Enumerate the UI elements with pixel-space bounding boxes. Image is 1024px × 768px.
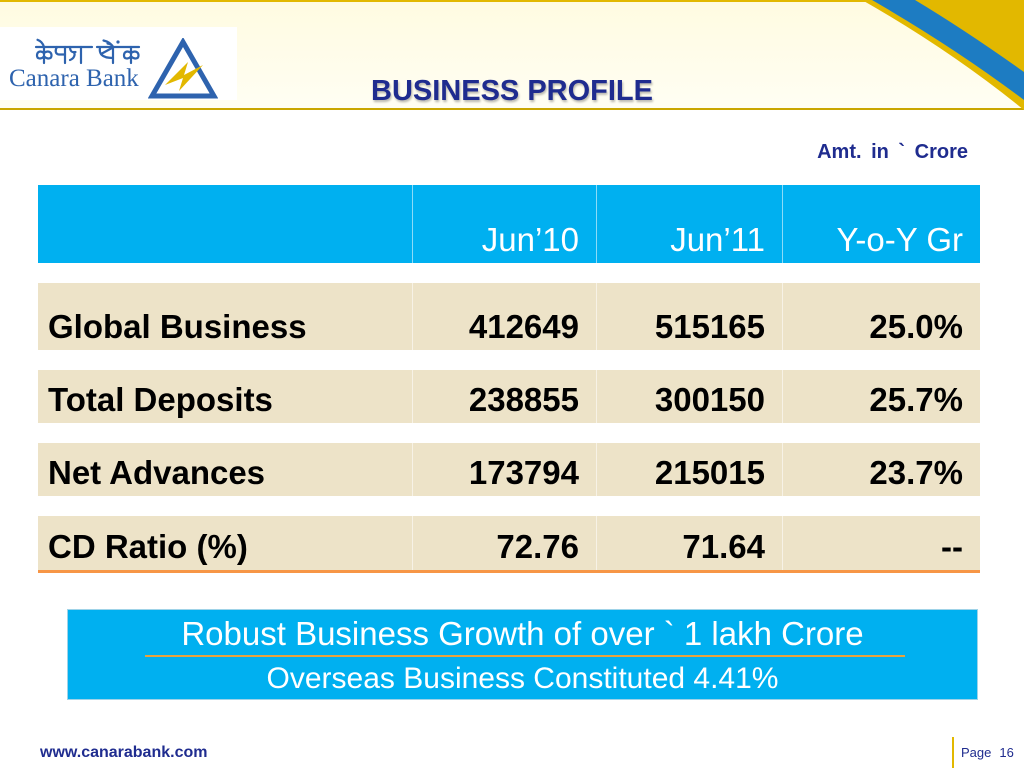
amount-unit-note: Amt. in ` Crore [817,141,968,163]
cell-value: -- [941,528,963,565]
row-label: Net Advances [48,454,266,491]
cell-value: 238855 [468,381,579,418]
value-cell-jun11: 300150 [596,370,782,423]
cell-value: 72.76 [496,528,579,565]
column-header: Jun’11 [670,221,765,258]
cell-value: 412649 [468,308,579,345]
row-label: Global Business [48,308,307,345]
value-cell-jun11: 71.64 [596,516,782,570]
cell-value: 23.7% [869,454,963,491]
canara-bank-logo-icon [148,38,218,99]
header-cell-yoy-growth: Y-o-Y Gr [782,185,980,263]
value-cell-jun10: 173794 [412,443,596,496]
cell-value: 173794 [468,454,579,491]
footer-website-link[interactable]: www.canarabank.com [40,744,208,761]
logo-hindi-wordmark [34,38,141,65]
value-cell-jun10: 238855 [412,370,596,423]
value-cell-jun11: 215015 [596,443,782,496]
table-row-global-business: Global Business 412649 515165 25.0% [38,283,980,350]
highlight-subline: Overseas Business Constituted 4.41% [266,662,779,695]
highlight-headline: Robust Business Growth of over ` 1 lakh … [181,615,864,652]
logo-english-wordmark: Canara Bank [9,65,139,92]
page-number: 16 [999,745,1014,760]
highlight-box: Robust Business Growth of over ` 1 lakh … [67,609,978,700]
table-row-total-deposits: Total Deposits 238855 300150 25.7% [38,370,980,423]
header-cell-empty [38,185,412,263]
cell-value: 515165 [654,308,765,345]
value-cell-jun10: 72.76 [412,516,596,570]
page-title: BUSINESS PROFILE [371,75,653,107]
row-label-cell: Net Advances [38,443,412,496]
page-indicator: Page 16 [961,745,1014,761]
table-row-net-advances: Net Advances 173794 215015 23.7% [38,443,980,496]
table-header-row: Jun’10 Jun’11 Y-o-Y Gr [38,185,980,263]
cell-value: 71.64 [682,528,765,565]
row-label-cell: CD Ratio (%) [38,516,412,570]
cell-value: 25.7% [869,381,963,418]
value-cell-jun10: 412649 [412,283,596,350]
cell-value: 215015 [654,454,765,491]
column-header: Jun’10 [481,221,579,258]
table-row-cd-ratio: CD Ratio (%) 72.76 71.64 -- [38,516,980,573]
footer-divider [952,737,954,768]
row-label-cell: Global Business [38,283,412,350]
cell-value: 300150 [654,381,765,418]
header-cell-jun11: Jun’11 [596,185,782,263]
value-cell-yoy: 25.7% [782,370,980,423]
value-cell-jun11: 515165 [596,283,782,350]
page-label: Page [961,745,992,760]
row-label: CD Ratio (%) [48,528,248,565]
value-cell-yoy: 25.0% [782,283,980,350]
header-swoosh-decoration [862,0,1024,110]
highlight-divider [145,655,905,657]
cell-value: 25.0% [869,308,963,345]
row-label: Total Deposits [48,381,273,418]
row-label-cell: Total Deposits [38,370,412,423]
column-header: Y-o-Y Gr [836,221,963,258]
business-profile-table: Jun’10 Jun’11 Y-o-Y Gr Global Business 4… [38,185,980,573]
value-cell-yoy: -- [782,516,980,570]
value-cell-yoy: 23.7% [782,443,980,496]
header-cell-jun10: Jun’10 [412,185,596,263]
